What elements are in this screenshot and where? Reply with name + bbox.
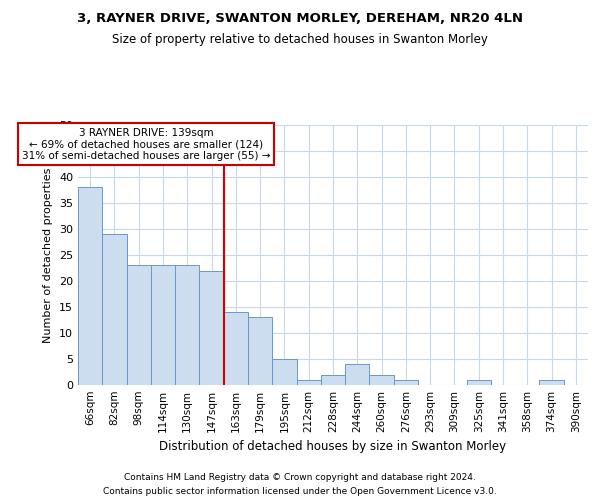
Bar	[296, 380, 321, 385]
Bar	[539, 380, 564, 385]
Bar	[151, 266, 175, 385]
Bar	[78, 188, 102, 385]
Bar	[272, 359, 296, 385]
Bar	[199, 270, 224, 385]
Bar	[224, 312, 248, 385]
Text: 3 RAYNER DRIVE: 139sqm
← 69% of detached houses are smaller (124)
31% of semi-de: 3 RAYNER DRIVE: 139sqm ← 69% of detached…	[22, 128, 270, 161]
Bar	[321, 374, 345, 385]
Bar	[370, 374, 394, 385]
Bar	[394, 380, 418, 385]
Text: 3, RAYNER DRIVE, SWANTON MORLEY, DEREHAM, NR20 4LN: 3, RAYNER DRIVE, SWANTON MORLEY, DEREHAM…	[77, 12, 523, 26]
Bar	[127, 266, 151, 385]
Text: Contains public sector information licensed under the Open Government Licence v3: Contains public sector information licen…	[103, 488, 497, 496]
Bar	[102, 234, 127, 385]
X-axis label: Distribution of detached houses by size in Swanton Morley: Distribution of detached houses by size …	[160, 440, 506, 454]
Text: Contains HM Land Registry data © Crown copyright and database right 2024.: Contains HM Land Registry data © Crown c…	[124, 472, 476, 482]
Bar	[175, 266, 199, 385]
Bar	[345, 364, 370, 385]
Bar	[248, 318, 272, 385]
Bar	[467, 380, 491, 385]
Text: Size of property relative to detached houses in Swanton Morley: Size of property relative to detached ho…	[112, 32, 488, 46]
Y-axis label: Number of detached properties: Number of detached properties	[43, 168, 53, 342]
